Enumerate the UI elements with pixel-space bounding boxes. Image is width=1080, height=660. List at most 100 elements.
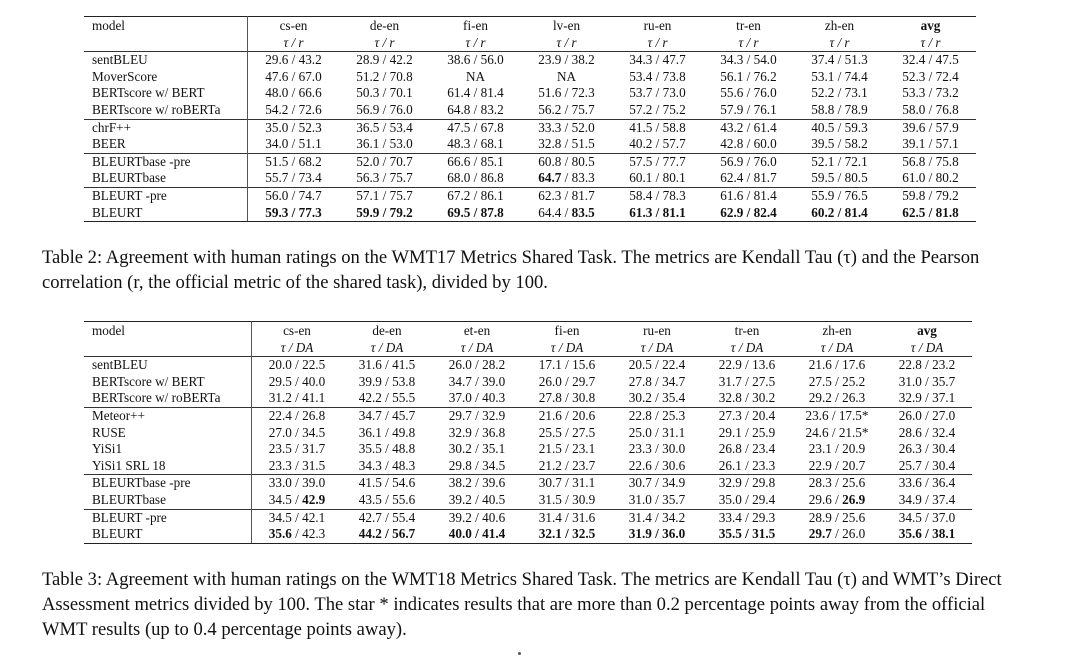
table-row: BEER 34.0 / 51.1 36.1 / 53.0 48.3 / 68.1 32.… (84, 136, 976, 154)
row-model-name: BERTscore w/ BERT (84, 373, 252, 391)
table-cell: 56.1 / 76.2 (720, 68, 777, 84)
table-cell: 61.3 / 81.1 (612, 204, 703, 223)
row-model-name: YiSi1 SRL 18 (84, 457, 252, 475)
table-cell: 37.4 / 51.3 (794, 51, 885, 69)
table-cell: 62.4 / 81.7 (720, 170, 777, 186)
row-model-name: BLEURT (84, 204, 248, 223)
subheader-row: τ / DA τ / DA τ / DA τ / DA τ / DA τ / DA τ / … (84, 339, 972, 357)
table-cell: 32.9 / 29.8 (702, 474, 792, 492)
table-cell: 25.5 / 27.5 (538, 424, 596, 440)
table-cell: 51.6 / 72.3 (538, 85, 595, 101)
row-model-name: BERTscore w/ roBERTa (84, 390, 252, 408)
table-cell: 31.5 / 30.9 (538, 491, 596, 507)
header-row: model cs-en de-en et-en fi-en ru-en tr-en zh-en… (84, 320, 972, 340)
table-row: BLEURT 59.3 / 77.3 59.9 / 79.2 69.5 / 87.8 6… (84, 204, 976, 223)
table-cell: 35.5 / 31.5 (702, 526, 792, 544)
column-subheader: τ / r (829, 34, 850, 50)
table-cell: 34.3 / 54.0 (703, 51, 794, 69)
column-subheader: τ / DA (370, 339, 404, 355)
table-cell: 26.0 / 27.0 (882, 406, 972, 425)
column-header-fi-en: fi-en (430, 15, 521, 35)
table-cell: 17.1 / 15.6 (522, 356, 612, 374)
table-cell: 23.5 / 31.7 (268, 441, 326, 457)
table-cell: 34.5 / 42.1 (251, 508, 342, 527)
row-model-name: sentBLEU (84, 51, 248, 69)
table-cell: 59.3 / 77.3 (247, 204, 339, 223)
table-cell: 64.8 / 83.2 (447, 101, 504, 117)
table-row: BLEURTbase 34.5 / 42.9 43.5 / 55.6 39.2 / 4… (84, 491, 972, 510)
table-cell: 30.2 / 35.4 (628, 390, 686, 406)
table-row: BLEURTbase 55.7 / 73.4 56.3 / 75.7 68.0 / 8… (84, 170, 976, 188)
table-cell: 41.5 / 54.6 (342, 474, 432, 492)
table-cell: 67.2 / 86.1 (430, 186, 521, 205)
table-cell: 39.6 / 57.9 (885, 118, 976, 137)
table-cell: 32.9 / 36.8 (448, 424, 506, 440)
table-cell: 56.3 / 75.7 (356, 170, 413, 186)
table-cell: 29.1 / 25.9 (718, 424, 776, 440)
table-row: BLEURT -pre 34.5 / 42.1 42.7 / 55.4 39.2 / … (84, 508, 972, 527)
table-cell: 22.4 / 26.8 (251, 406, 342, 425)
table-cell: 31.7 / 27.5 (718, 373, 776, 389)
table-cell: 61.6 / 81.4 (703, 186, 794, 205)
table-cell: 25.7 / 30.4 (898, 457, 956, 473)
table-cell: 26.0 / 29.7 (538, 373, 596, 389)
table-cell: 56.9 / 76.0 (703, 152, 794, 171)
table-row: YiSi1 SRL 18 23.3 / 31.5 34.3 / 48.3 29.8 /… (84, 457, 972, 475)
table-cell: 33.4 / 29.3 (702, 508, 792, 527)
table-cell: 32.8 / 30.2 (718, 390, 776, 406)
table-cell: 30.7 / 34.9 (612, 474, 702, 492)
table-cell: 32.4 / 47.5 (885, 51, 976, 69)
table-cell: 60.8 / 80.5 (521, 152, 612, 171)
table-cell: 27.8 / 34.7 (628, 373, 686, 389)
table-cell: 34.3 / 47.7 (612, 51, 703, 69)
table-cell: 43.2 / 61.4 (703, 118, 794, 137)
table-2-caption: Table 2: Agreement with human ratings on… (42, 247, 980, 293)
table-cell: 36.1 / 53.0 (356, 136, 413, 152)
table-cell: 20.5 / 22.4 (612, 356, 702, 374)
table-cell: 35.5 / 48.8 (358, 441, 416, 457)
table-row: BLEURT -pre 56.0 / 74.7 57.1 / 75.7 67.2 / … (84, 186, 976, 205)
table-row: BLEURTbase -pre 33.0 / 39.0 41.5 / 54.6 38.… (84, 474, 972, 492)
table-cell: 40.5 / 59.3 (794, 118, 885, 137)
header-row: model cs-en de-en fi-en lv-en ru-en tr-en zh-en… (84, 15, 976, 35)
page-mark (518, 652, 521, 655)
table-cell: 59.9 / 79.2 (339, 204, 430, 223)
table-cell: 52.3 / 72.4 (902, 68, 959, 84)
row-model-name: BEER (84, 136, 248, 154)
column-subheader: τ / DA (280, 339, 314, 355)
column-header-zh-en: zh-en (794, 15, 885, 35)
table-cell: 29.7 / 26.0 (792, 526, 882, 544)
column-header-ru-en: ru-en (612, 15, 703, 35)
table-cell: 29.8 / 34.5 (448, 457, 506, 473)
table-cell: 42.8 / 60.0 (720, 136, 777, 152)
column-header-zh-en: zh-en (792, 320, 882, 340)
table-cell: 34.5 / 37.0 (882, 508, 972, 527)
column-header-tr-en: tr-en (703, 15, 794, 35)
table-cell: 48.0 / 66.6 (265, 85, 322, 101)
table-cell: 31.9 / 36.0 (612, 526, 702, 544)
table-cell: 51.2 / 70.8 (356, 68, 413, 84)
column-subheader: τ / r (465, 34, 486, 50)
table-cell: 43.5 / 55.6 (358, 491, 416, 507)
table-cell: 32.1 / 32.5 (522, 526, 612, 544)
table-cell: 20.0 / 22.5 (251, 356, 342, 374)
column-header-ru-en: ru-en (612, 320, 702, 340)
table-row: Meteor++ 22.4 / 26.8 34.7 / 45.7 29.7 / 32.… (84, 406, 972, 425)
column-subheader: τ / r (283, 34, 304, 50)
table-2-wmt17: model cs-en de-en fi-en lv-en ru-en tr-en zh-en… (84, 15, 976, 223)
table-cell: 29.6 / 43.2 (247, 51, 339, 69)
table-row: BLEURTbase -pre 51.5 / 68.2 52.0 / 70.7 66.… (84, 152, 976, 171)
column-subheader: τ / r (556, 34, 577, 50)
table-cell: 64.4 / 83.5 (521, 204, 612, 223)
table-cell: 29.7 / 32.9 (432, 406, 522, 425)
table-cell: 48.3 / 68.1 (447, 136, 504, 152)
table-row: sentBLEU 20.0 / 22.5 31.6 / 41.5 26.0 / 28.… (84, 356, 972, 374)
table-cell: 56.8 / 75.8 (885, 152, 976, 171)
row-model-name: BLEURT (84, 526, 252, 544)
table-cell: 36.5 / 53.4 (339, 118, 430, 137)
table-cell: 57.5 / 77.7 (612, 152, 703, 171)
row-model-name: BLEURT -pre (84, 508, 252, 527)
table-cell: 23.3 / 31.5 (268, 457, 326, 473)
table-cell: 27.5 / 25.2 (808, 373, 866, 389)
table-cell: 25.0 / 31.1 (628, 424, 686, 440)
